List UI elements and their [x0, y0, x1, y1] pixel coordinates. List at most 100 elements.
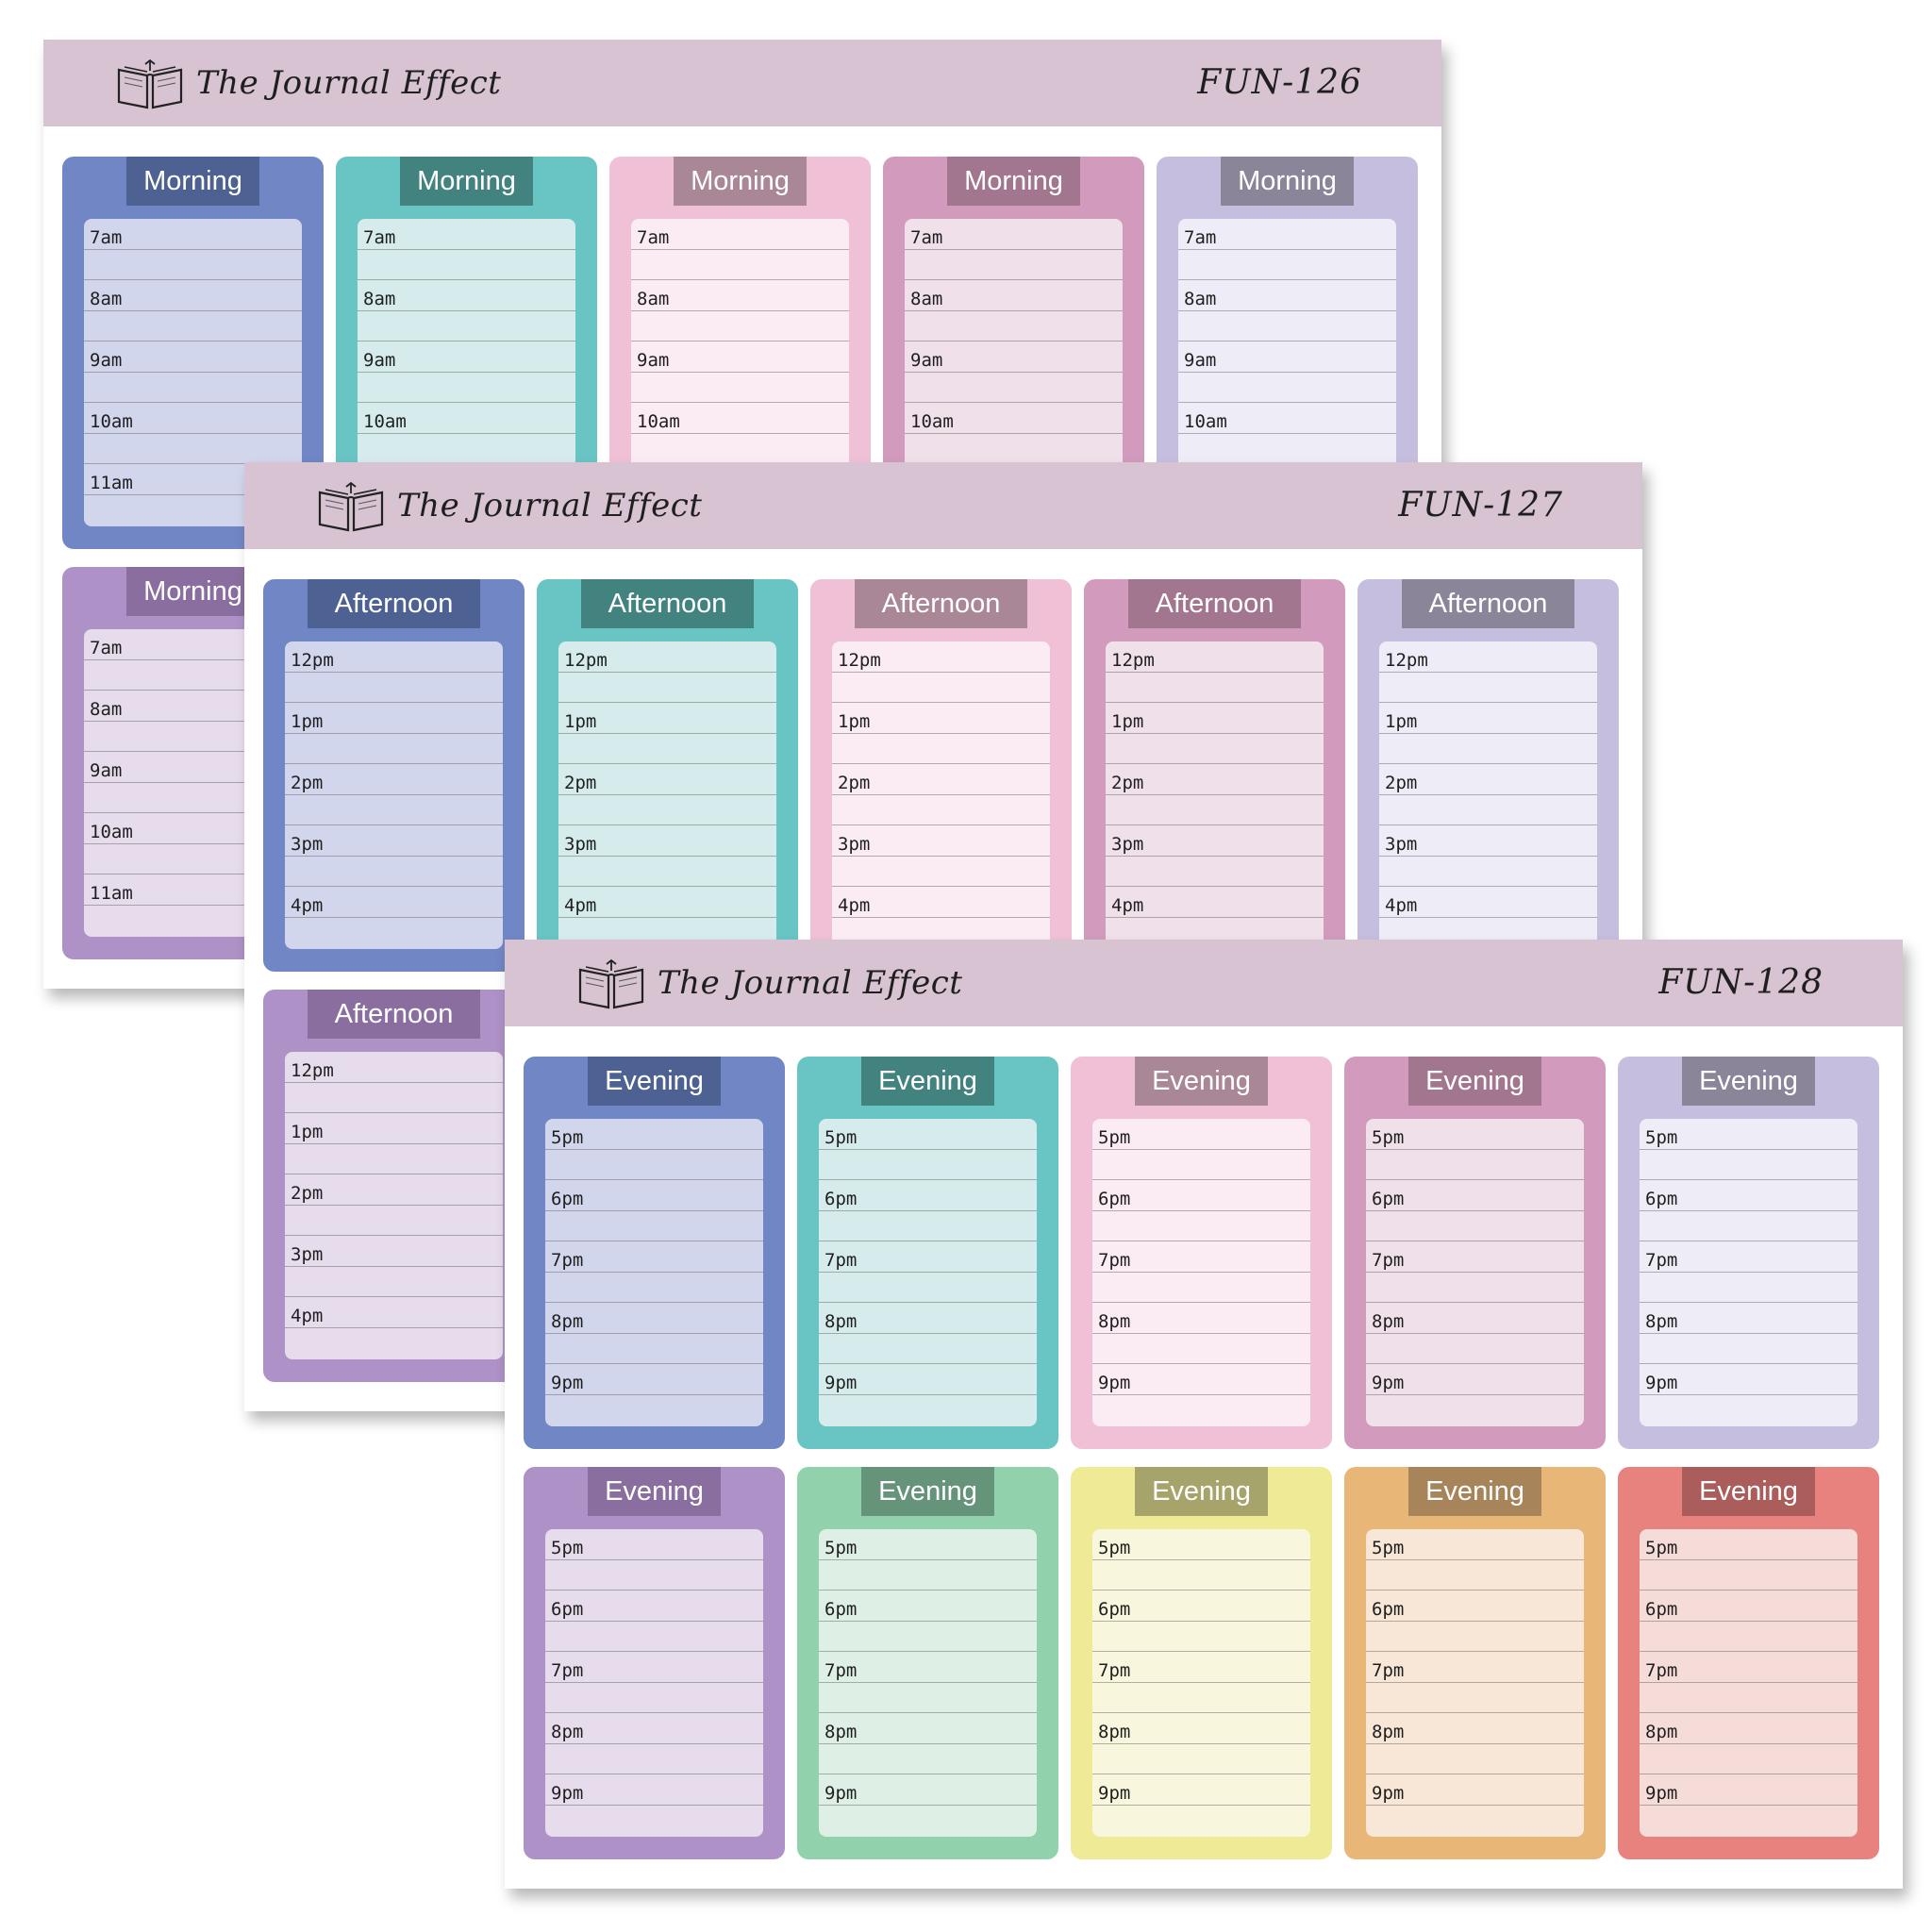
time-slot-label: 3pm [291, 1244, 324, 1265]
brand-name: The Journal Effect [397, 487, 703, 525]
time-slot: 3pm [832, 825, 1050, 887]
time-slot-label: 9pm [1372, 1783, 1405, 1804]
card-title: Morning [947, 157, 1080, 206]
planner-card-blue: Afternoon 12pm 1pm 2pm 3pm 4pm [263, 579, 525, 972]
time-slot-label: 9am [90, 350, 123, 371]
time-slot: 9pm [1366, 1364, 1584, 1425]
time-slot-label: 9pm [1645, 1783, 1678, 1804]
time-slot-label: 7am [363, 227, 396, 248]
time-slot-label: 9am [1184, 350, 1217, 371]
card-title: Morning [674, 157, 807, 206]
time-slot: 8am [905, 280, 1123, 341]
time-slot: 5pm [819, 1529, 1037, 1591]
time-slot-label: 7pm [1372, 1250, 1405, 1271]
card-title: Afternoon [1128, 579, 1301, 628]
time-slot: 5pm [1092, 1529, 1310, 1591]
time-slot-label: 9am [90, 760, 123, 781]
time-slot-label: 10am [910, 411, 954, 432]
time-slot: 7am [358, 219, 575, 280]
time-slot-label: 12pm [291, 1060, 334, 1081]
time-slot: 9pm [545, 1364, 763, 1425]
time-slot: 2pm [558, 764, 776, 825]
open-book-icon [117, 58, 183, 109]
time-slot: 9pm [1092, 1774, 1310, 1836]
planner-card-mint: Evening 5pm 6pm 7pm 8pm 9pm [797, 1467, 1058, 1859]
time-slot: 8pm [1640, 1713, 1857, 1774]
time-slot: 1pm [1379, 703, 1597, 764]
time-slot: 4pm [832, 887, 1050, 948]
time-slot: 5pm [819, 1119, 1037, 1180]
time-slot-label: 8pm [1645, 1722, 1678, 1742]
planner-card-blue: Evening 5pm 6pm 7pm 8pm 9pm [524, 1057, 785, 1449]
time-slot-label: 8am [1184, 289, 1217, 309]
time-slot: 10am [84, 403, 302, 464]
planner-card-red: Evening 5pm 6pm 7pm 8pm 9pm [1618, 1467, 1879, 1859]
sheet-header: The Journal Effect FUN-127 [244, 462, 1642, 549]
time-slot-label: 11am [90, 473, 133, 493]
time-slot-label: 7pm [1645, 1250, 1678, 1271]
time-slot-label: 6pm [1372, 1189, 1405, 1209]
time-slot-label: 9am [910, 350, 943, 371]
time-slot-label: 3pm [1111, 834, 1144, 855]
open-book-icon [578, 958, 644, 1009]
time-slot-label: 4pm [564, 895, 597, 916]
time-slot: 5pm [1366, 1119, 1584, 1180]
time-slot: 7pm [1366, 1652, 1584, 1713]
time-slot: 9am [358, 341, 575, 403]
time-slot: 1pm [1106, 703, 1324, 764]
time-slot: 2pm [285, 1174, 503, 1236]
time-slot-label: 7am [910, 227, 943, 248]
time-slot-label: 4pm [838, 895, 871, 916]
time-slot-label: 9am [363, 350, 396, 371]
time-slot-label: 7pm [1645, 1660, 1678, 1681]
time-slot: 12pm [1106, 641, 1324, 703]
time-slot-list: 5pm 6pm 7pm 8pm 9pm [1092, 1529, 1310, 1837]
time-slot: 7am [905, 219, 1123, 280]
time-slot-list: 5pm 6pm 7pm 8pm 9pm [1366, 1119, 1584, 1426]
time-slot: 9pm [545, 1774, 763, 1836]
time-slot-label: 12pm [1385, 650, 1428, 671]
time-slot-label: 6pm [551, 1189, 584, 1209]
time-slot-label: 2pm [291, 1183, 324, 1204]
time-slot-label: 2pm [291, 773, 324, 793]
brand-name: The Journal Effect [658, 964, 963, 1002]
time-slot: 8pm [545, 1303, 763, 1364]
time-slot-label: 10am [1184, 411, 1227, 432]
time-slot-label: 3pm [838, 834, 871, 855]
card-title: Afternoon [855, 579, 1027, 628]
time-slot: 8am [1178, 280, 1396, 341]
time-slot: 7am [1178, 219, 1396, 280]
time-slot-label: 12pm [564, 650, 608, 671]
time-slot-label: 8pm [551, 1311, 584, 1332]
time-slot: 3pm [558, 825, 776, 887]
time-slot: 11am [84, 874, 302, 936]
time-slot: 9pm [1640, 1774, 1857, 1836]
time-slot-list: 5pm 6pm 7pm 8pm 9pm [1092, 1119, 1310, 1426]
time-slot-list: 12pm 1pm 2pm 3pm 4pm [832, 641, 1050, 949]
brand-name: The Journal Effect [196, 64, 502, 102]
time-slot-label: 2pm [838, 773, 871, 793]
time-slot: 1pm [285, 1113, 503, 1174]
time-slot: 4pm [285, 887, 503, 948]
time-slot: 7pm [819, 1241, 1037, 1303]
time-slot: 7pm [545, 1652, 763, 1713]
time-slot: 9pm [819, 1364, 1037, 1425]
planner-card-lavender: Evening 5pm 6pm 7pm 8pm 9pm [1618, 1057, 1879, 1449]
time-slot-label: 1pm [1111, 711, 1144, 732]
time-slot-label: 4pm [291, 895, 324, 916]
sticker-sheet-fun-128: The Journal Effect FUN-128 Evening 5pm 6pm… [505, 940, 1903, 1889]
time-slot: 6pm [1366, 1180, 1584, 1241]
time-slot-label: 7pm [824, 1660, 858, 1681]
time-slot-label: 5pm [1098, 1538, 1131, 1558]
time-slot-label: 6pm [824, 1189, 858, 1209]
time-slot-label: 8am [90, 289, 123, 309]
time-slot: 7pm [1640, 1241, 1857, 1303]
time-slot-label: 6pm [1098, 1189, 1131, 1209]
time-slot-list: 5pm 6pm 7pm 8pm 9pm [545, 1529, 763, 1837]
time-slot: 5pm [545, 1529, 763, 1591]
time-slot-label: 9pm [824, 1783, 858, 1804]
time-slot: 9pm [1366, 1774, 1584, 1836]
time-slot-label: 1pm [838, 711, 871, 732]
time-slot-label: 1pm [291, 711, 324, 732]
planner-card-purple: Afternoon 12pm 1pm 2pm 3pm 4pm [263, 990, 525, 1382]
